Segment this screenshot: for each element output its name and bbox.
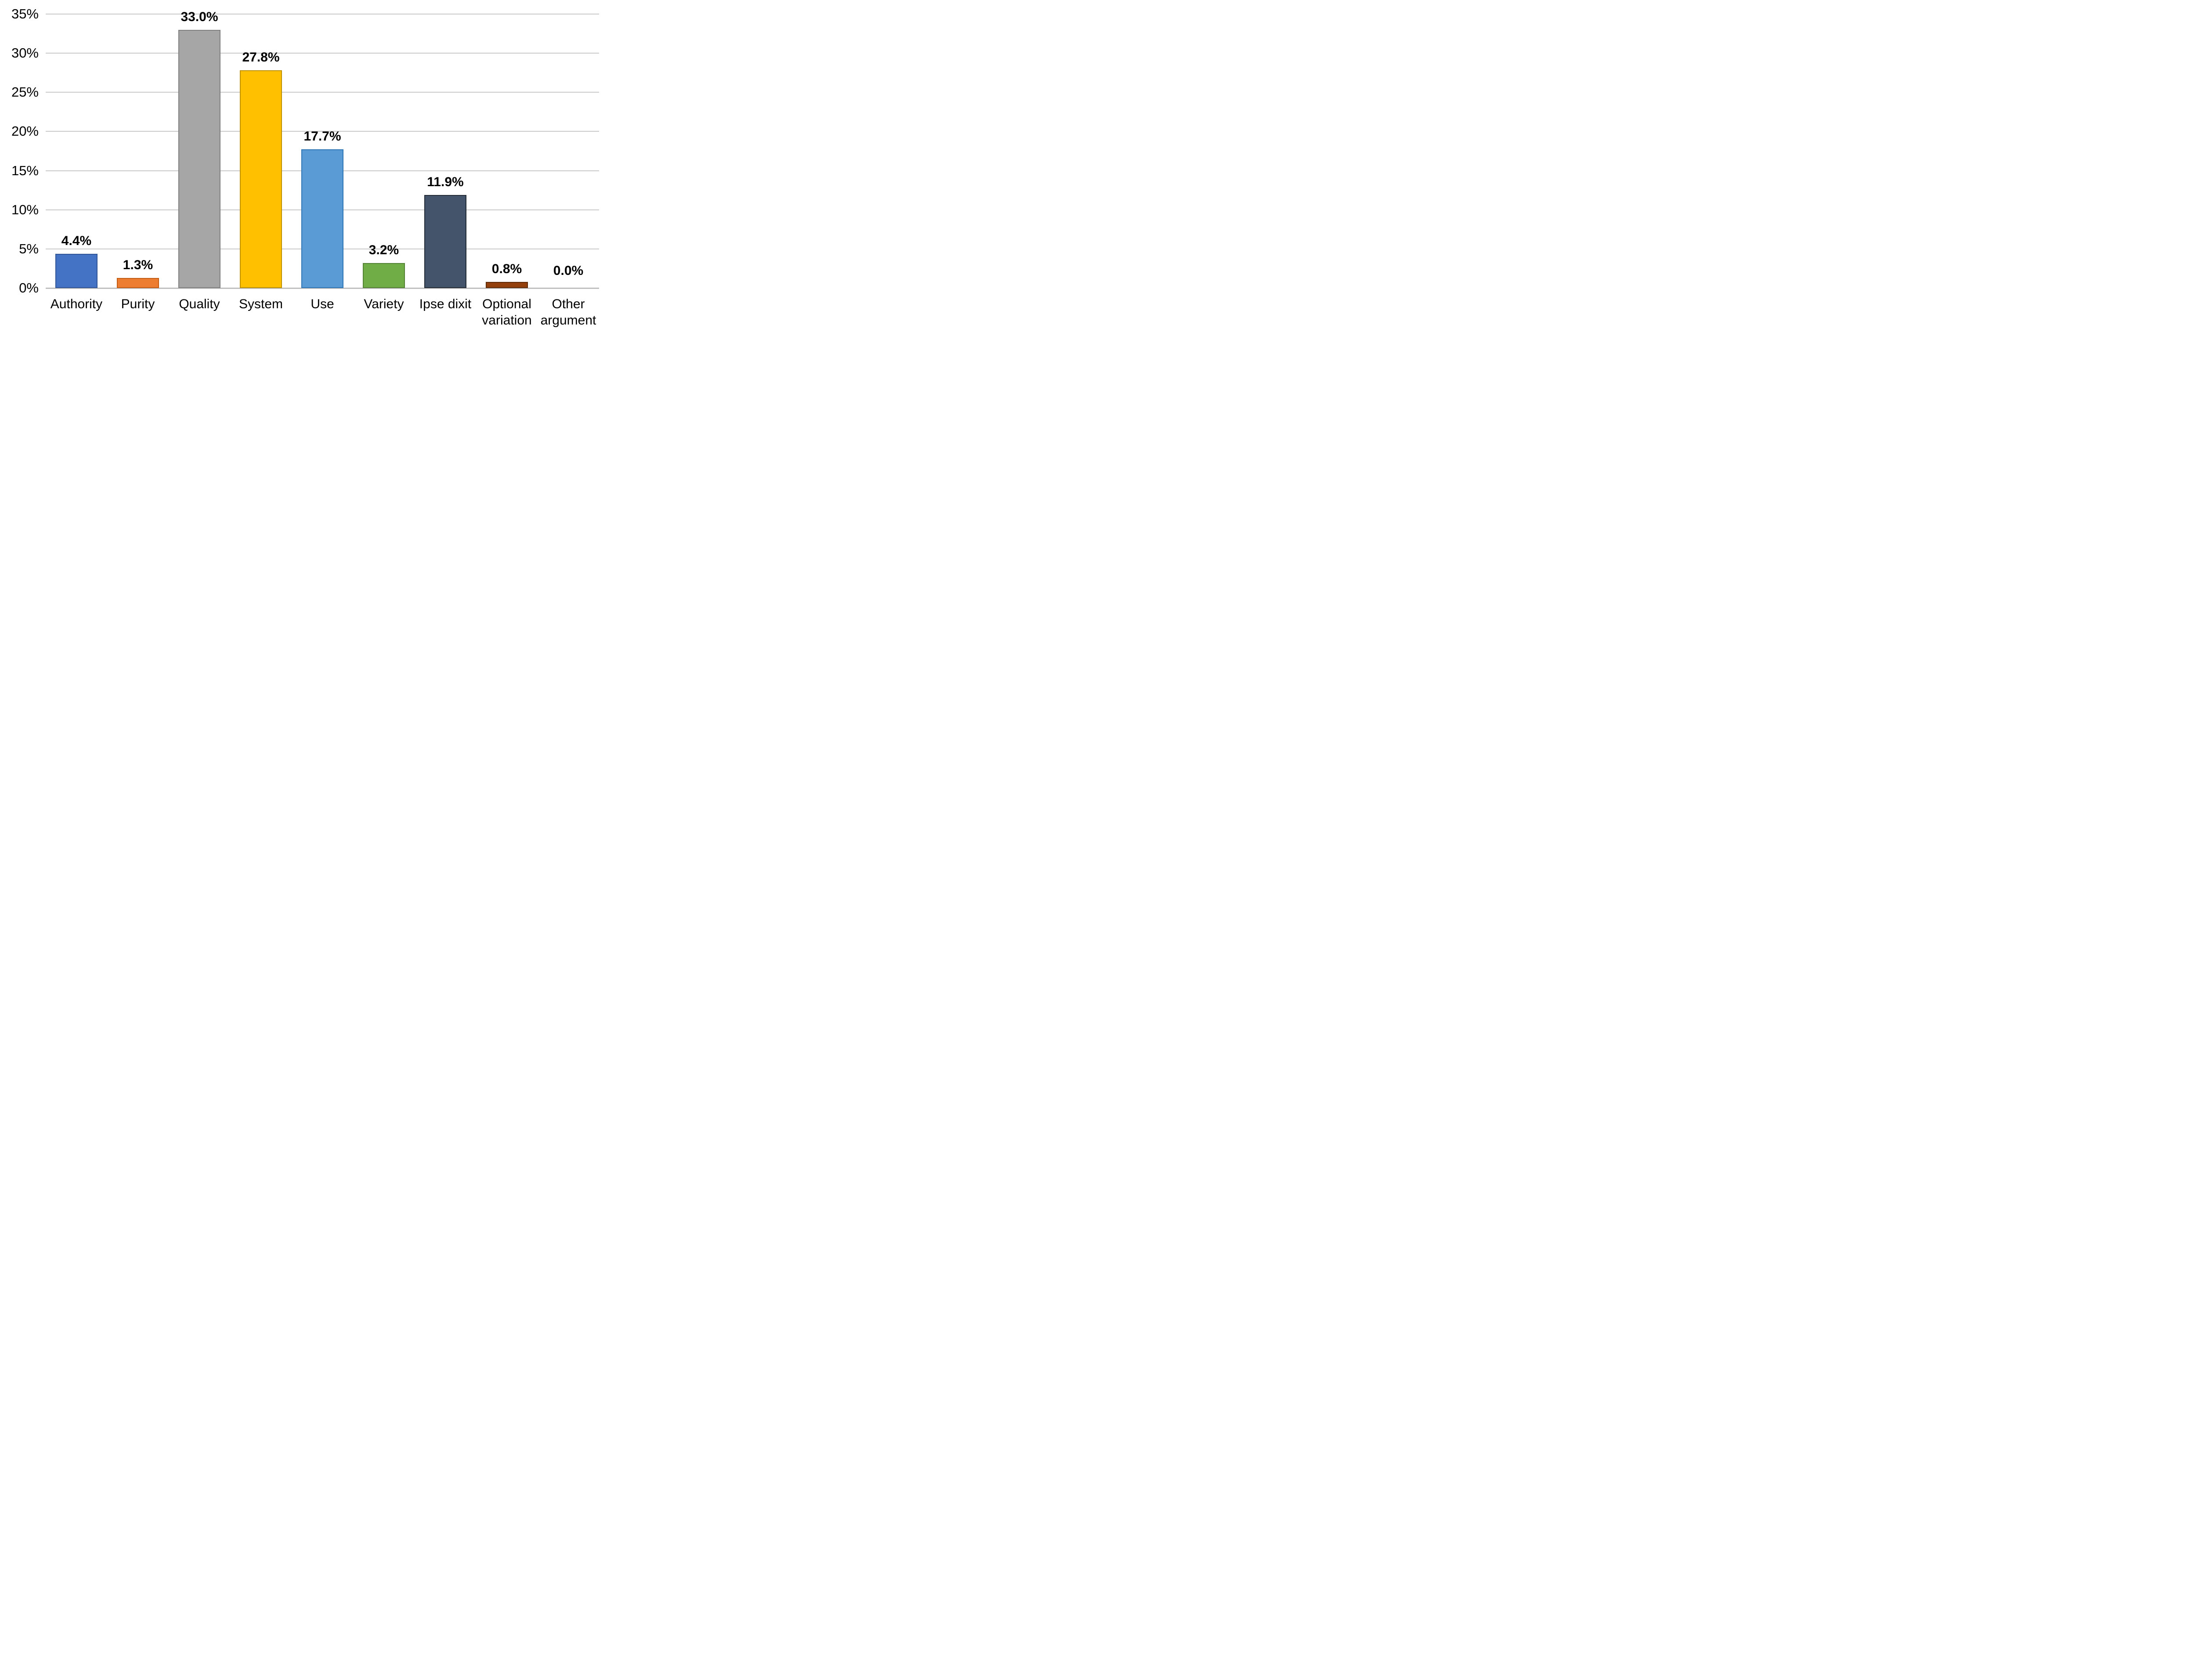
- y-tick-label: 0%: [19, 280, 39, 296]
- category-label-purity: Purity: [121, 297, 155, 311]
- category-label-ipse-dixit: Ipse dixit: [419, 297, 472, 311]
- bar-chart: 0% 5% 10% 15% 20% 25% 30% 35% 4.4% 1.3% 33.0% 27.8…: [0, 0, 600, 336]
- category-label-system: System: [238, 297, 283, 311]
- category-label-optional-variation: Optional variation: [482, 297, 532, 328]
- bar-value-label-quality: 33.0%: [181, 9, 218, 24]
- y-tick-label: 35%: [11, 6, 39, 22]
- category-label-variety: Variety: [364, 297, 404, 311]
- category-label-use: Use: [311, 297, 334, 311]
- bar-variety: [363, 263, 405, 288]
- category-label-authority: Authority: [50, 297, 103, 311]
- bar-authority: [55, 253, 98, 288]
- bar-use: [301, 149, 343, 288]
- bar-quality: [178, 29, 220, 288]
- x-axis-line: [46, 287, 599, 289]
- y-tick-label: 30%: [11, 45, 39, 61]
- gridline: [46, 131, 599, 132]
- bar-optional-variation: [486, 281, 528, 288]
- bar-value-label-system: 27.8%: [242, 50, 280, 65]
- bar-value-label-optional-variation: 0.8%: [491, 261, 522, 276]
- bar-value-label-use: 17.7%: [303, 129, 341, 144]
- bar-value-label-other-argument: 0.0%: [553, 263, 584, 278]
- y-tick-label: 10%: [11, 202, 39, 217]
- bar-ipse-dixit: [424, 195, 466, 288]
- y-tick-label: 25%: [11, 84, 39, 100]
- y-tick-label: 15%: [11, 162, 39, 178]
- bar-value-label-variety: 3.2%: [368, 242, 399, 257]
- category-label-other-argument: Other argument: [540, 297, 596, 328]
- y-tick-label: 5%: [19, 241, 39, 256]
- gridline: [46, 92, 599, 93]
- gridline: [46, 53, 599, 54]
- y-tick-label: 20%: [11, 123, 39, 139]
- category-label-quality: Quality: [179, 297, 220, 311]
- bar-value-label-ipse-dixit: 11.9%: [427, 174, 464, 189]
- bar-system: [240, 70, 282, 288]
- bar-value-label-purity: 1.3%: [123, 257, 153, 272]
- bar-value-label-authority: 4.4%: [61, 233, 92, 248]
- bar-purity: [117, 278, 159, 288]
